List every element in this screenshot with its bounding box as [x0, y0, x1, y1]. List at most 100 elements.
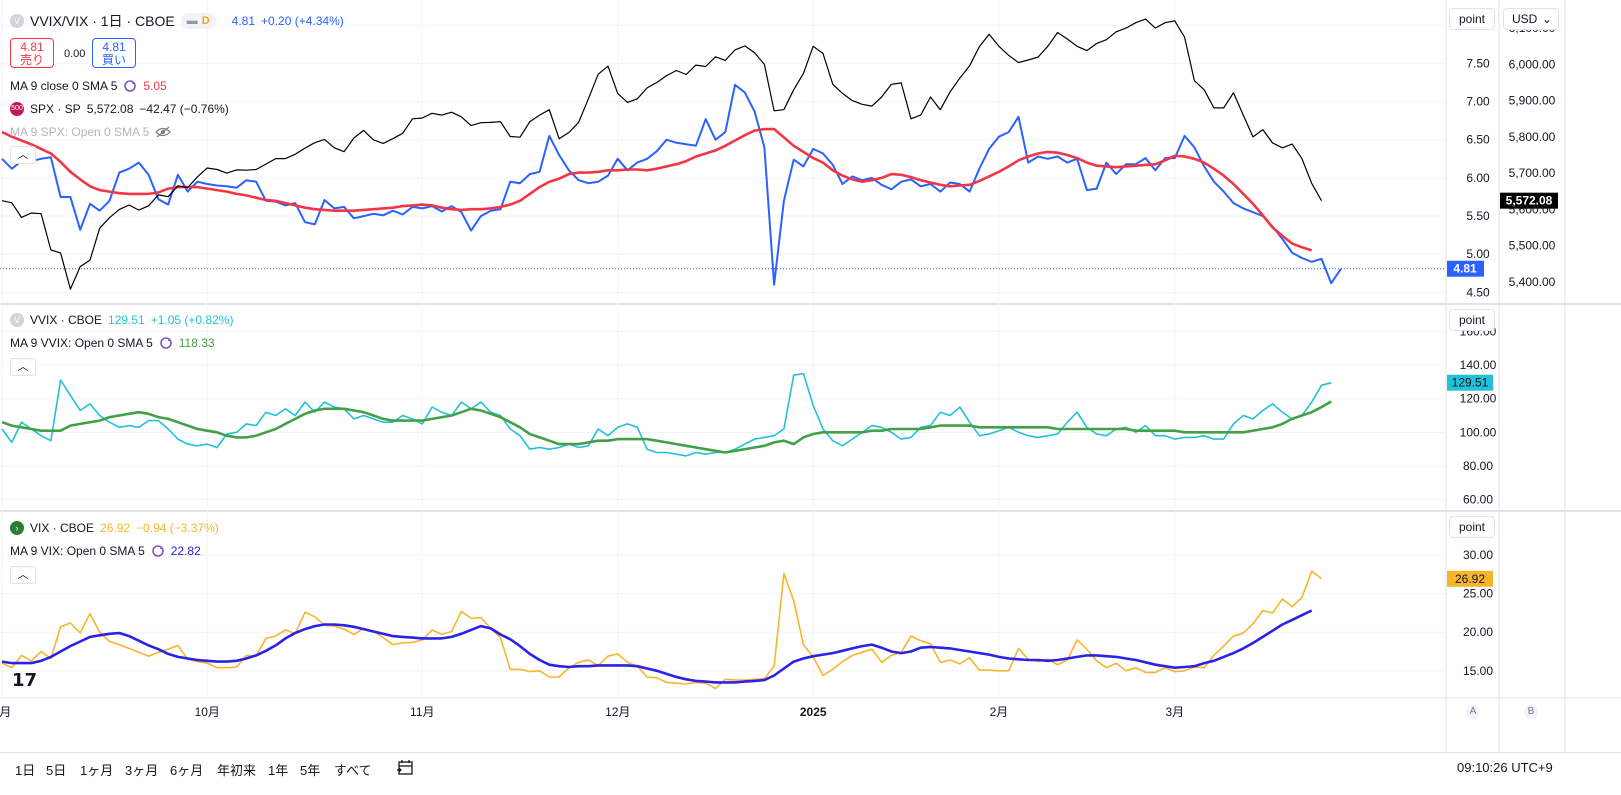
price-axis-label-right: 5,900.00 — [1509, 94, 1556, 108]
price-axis-label-right: 5,700.00 — [1509, 166, 1556, 180]
price-axis-label-right: 5,500.00 — [1509, 239, 1556, 253]
buy-label: 買い — [101, 53, 126, 67]
vix-last: 26.92 — [100, 521, 131, 535]
series-line-ma-ratio — [1, 127, 1313, 252]
main-scale-mode-button[interactable]: point — [1449, 8, 1495, 30]
last-price-badge-label: 129.51 — [1452, 376, 1489, 390]
price-axis-label: 6.00 — [1466, 171, 1490, 185]
main-last-value: 4.81 — [231, 14, 256, 28]
price-axis-label: 120.00 — [1460, 392, 1497, 406]
spx-price-badge — [1500, 192, 1558, 209]
time-axis-label: 9月 — [0, 705, 11, 719]
time-axis-label: 3月 — [1166, 705, 1185, 719]
vvix-title[interactable]: VVIX · CBOE — [30, 313, 103, 327]
date-range-icon[interactable] — [396, 758, 416, 778]
ma-spx-legend[interactable]: MA 9 SPX: Open 0 SMA 5 — [10, 125, 172, 139]
vvix-ma-legend[interactable]: MA 9 VVIX: Open 0 SMA 5 118.33 — [10, 336, 215, 350]
vix-legend-title-row: › VIX · CBOE 26.92 −0.94 (−3.37%) — [10, 521, 219, 535]
vix-ma-value: 22.82 — [170, 544, 201, 558]
vix-scale-mode-button[interactable]: point — [1449, 516, 1495, 538]
collapse-legend-button-vix[interactable]: ︿ — [10, 566, 36, 584]
price-axis-label-right: 5,400.00 — [1509, 275, 1556, 289]
last-price-badge-label: 26.92 — [1455, 572, 1485, 586]
axis-button-b[interactable]: B — [1524, 705, 1538, 719]
timeframe-1y[interactable]: 1年 — [268, 763, 289, 778]
refresh-icon[interactable] — [151, 544, 165, 558]
vvix-scale-mode-button[interactable]: point — [1449, 309, 1495, 331]
vvix-logo-icon: V — [10, 313, 24, 327]
refresh-icon[interactable] — [159, 336, 173, 350]
price-axis-label: 4.50 — [1466, 285, 1490, 299]
collapse-legend-button-main[interactable]: ︿ — [10, 146, 36, 164]
ma-spx-label: MA 9 SPX: Open 0 SMA 5 — [10, 125, 150, 139]
sell-label: 売り — [19, 53, 44, 67]
timeframe-6m[interactable]: 6ヶ月 — [170, 763, 204, 778]
vix-title[interactable]: VIX · CBOE — [30, 521, 95, 535]
spx-value: 5,572.08 — [86, 102, 134, 116]
vix-change: −0.94 (−3.37%) — [136, 521, 219, 535]
last-price-badge — [1447, 374, 1493, 391]
spx-price-badge-label: 5,572.08 — [1506, 194, 1553, 208]
timeframe-all[interactable]: すべて — [334, 763, 372, 778]
currency-label: USD — [1512, 12, 1538, 26]
spx-legend[interactable]: 500 SPX · SP 5,572.08 −42.47 (−0.76%) — [10, 102, 229, 116]
timeframe-ytd[interactable]: 年初来 — [217, 763, 257, 778]
symbol-logo-icon: V — [10, 14, 24, 28]
main-change-value: +0.20 (+4.34%) — [261, 14, 344, 28]
minus-icon: ▬ — [186, 15, 198, 27]
interval-badge[interactable]: ▬ D — [180, 13, 216, 29]
time-axis-label: 12月 — [605, 705, 630, 719]
main-legend-title-row: V VVIX/VIX · 1日 · CBOE ▬ D 4.81 +0.20 (+4… — [10, 11, 344, 31]
price-axis-label: 15.00 — [1463, 664, 1493, 678]
spread-value: 0.00 — [64, 48, 86, 60]
vvix-ma-value: 118.33 — [178, 336, 215, 350]
vvix-last: 129.51 — [108, 313, 145, 327]
spx-logo-icon: 500 — [10, 102, 24, 116]
spx-change: −42.47 (−0.76%) — [139, 102, 229, 116]
ma-ratio-label: MA 9 close 0 SMA 5 — [10, 79, 118, 93]
timeframe-1m[interactable]: 1ヶ月 — [80, 763, 114, 778]
spx-label: SPX · SP — [30, 102, 81, 116]
last-price-badge-label: 4.81 — [1453, 262, 1477, 276]
series-line-vix — [1, 570, 1322, 690]
chevron-down-icon: ⌄ — [1541, 12, 1552, 26]
price-axis-label-right: 5,800.00 — [1509, 130, 1556, 144]
price-axis-label: 30.00 — [1463, 548, 1493, 562]
timeframe-3m[interactable]: 3ヶ月 — [125, 763, 159, 778]
price-axis-label: 5.00 — [1466, 247, 1490, 261]
price-axis-label: 140.00 — [1460, 358, 1497, 372]
hidden-eye-icon[interactable] — [155, 126, 172, 138]
price-axis-label: 60.00 — [1463, 493, 1493, 507]
sell-button[interactable]: 4.81 売り — [10, 38, 54, 68]
tradingview-logo-icon[interactable]: 17 — [12, 670, 38, 691]
currency-select[interactable]: USD ⌄ — [1503, 8, 1559, 30]
series-line-vvix-vix — [1, 83, 1342, 286]
vix-ma-legend[interactable]: MA 9 VIX: Open 0 SMA 5 22.82 — [10, 544, 201, 558]
time-axis-label: 11月 — [410, 705, 434, 719]
interval-badge-label: D — [201, 15, 210, 27]
ma-ratio-value: 5.05 — [143, 79, 167, 93]
collapse-legend-button-vvix[interactable]: ︿ — [10, 358, 36, 376]
price-axis-label: 20.00 — [1463, 625, 1493, 639]
timeframe-5y[interactable]: 5年 — [300, 763, 321, 778]
clock: 09:10:26 UTC+9 — [1457, 760, 1553, 775]
vvix-change: +1.05 (+0.82%) — [150, 313, 234, 327]
timeframe-1d[interactable]: 1日 — [15, 763, 36, 778]
series-line-vix-ma — [1, 609, 1313, 684]
price-axis-label: 6.50 — [1466, 133, 1490, 147]
vvix-ma-label: MA 9 VVIX: Open 0 SMA 5 — [10, 336, 153, 350]
timeframe-5d[interactable]: 5日 — [46, 763, 67, 778]
ma-ratio-legend[interactable]: MA 9 close 0 SMA 5 5.05 — [10, 79, 167, 93]
buy-button[interactable]: 4.81 買い — [92, 38, 136, 68]
main-symbol-title[interactable]: VVIX/VIX · 1日 · CBOE — [30, 13, 175, 29]
price-axis-label-right: 5,600.00 — [1509, 202, 1556, 216]
price-axis-label: 7.00 — [1466, 95, 1490, 109]
price-axis-label: 80.00 — [1463, 459, 1493, 473]
time-axis-label: 2月 — [990, 705, 1009, 719]
price-axis-label-right: 6,000.00 — [1509, 57, 1556, 71]
vix-logo-icon: › — [10, 521, 24, 535]
refresh-icon[interactable] — [123, 79, 137, 93]
price-axis-label: 25.00 — [1463, 587, 1493, 601]
axis-button-a[interactable]: A — [1466, 705, 1480, 719]
